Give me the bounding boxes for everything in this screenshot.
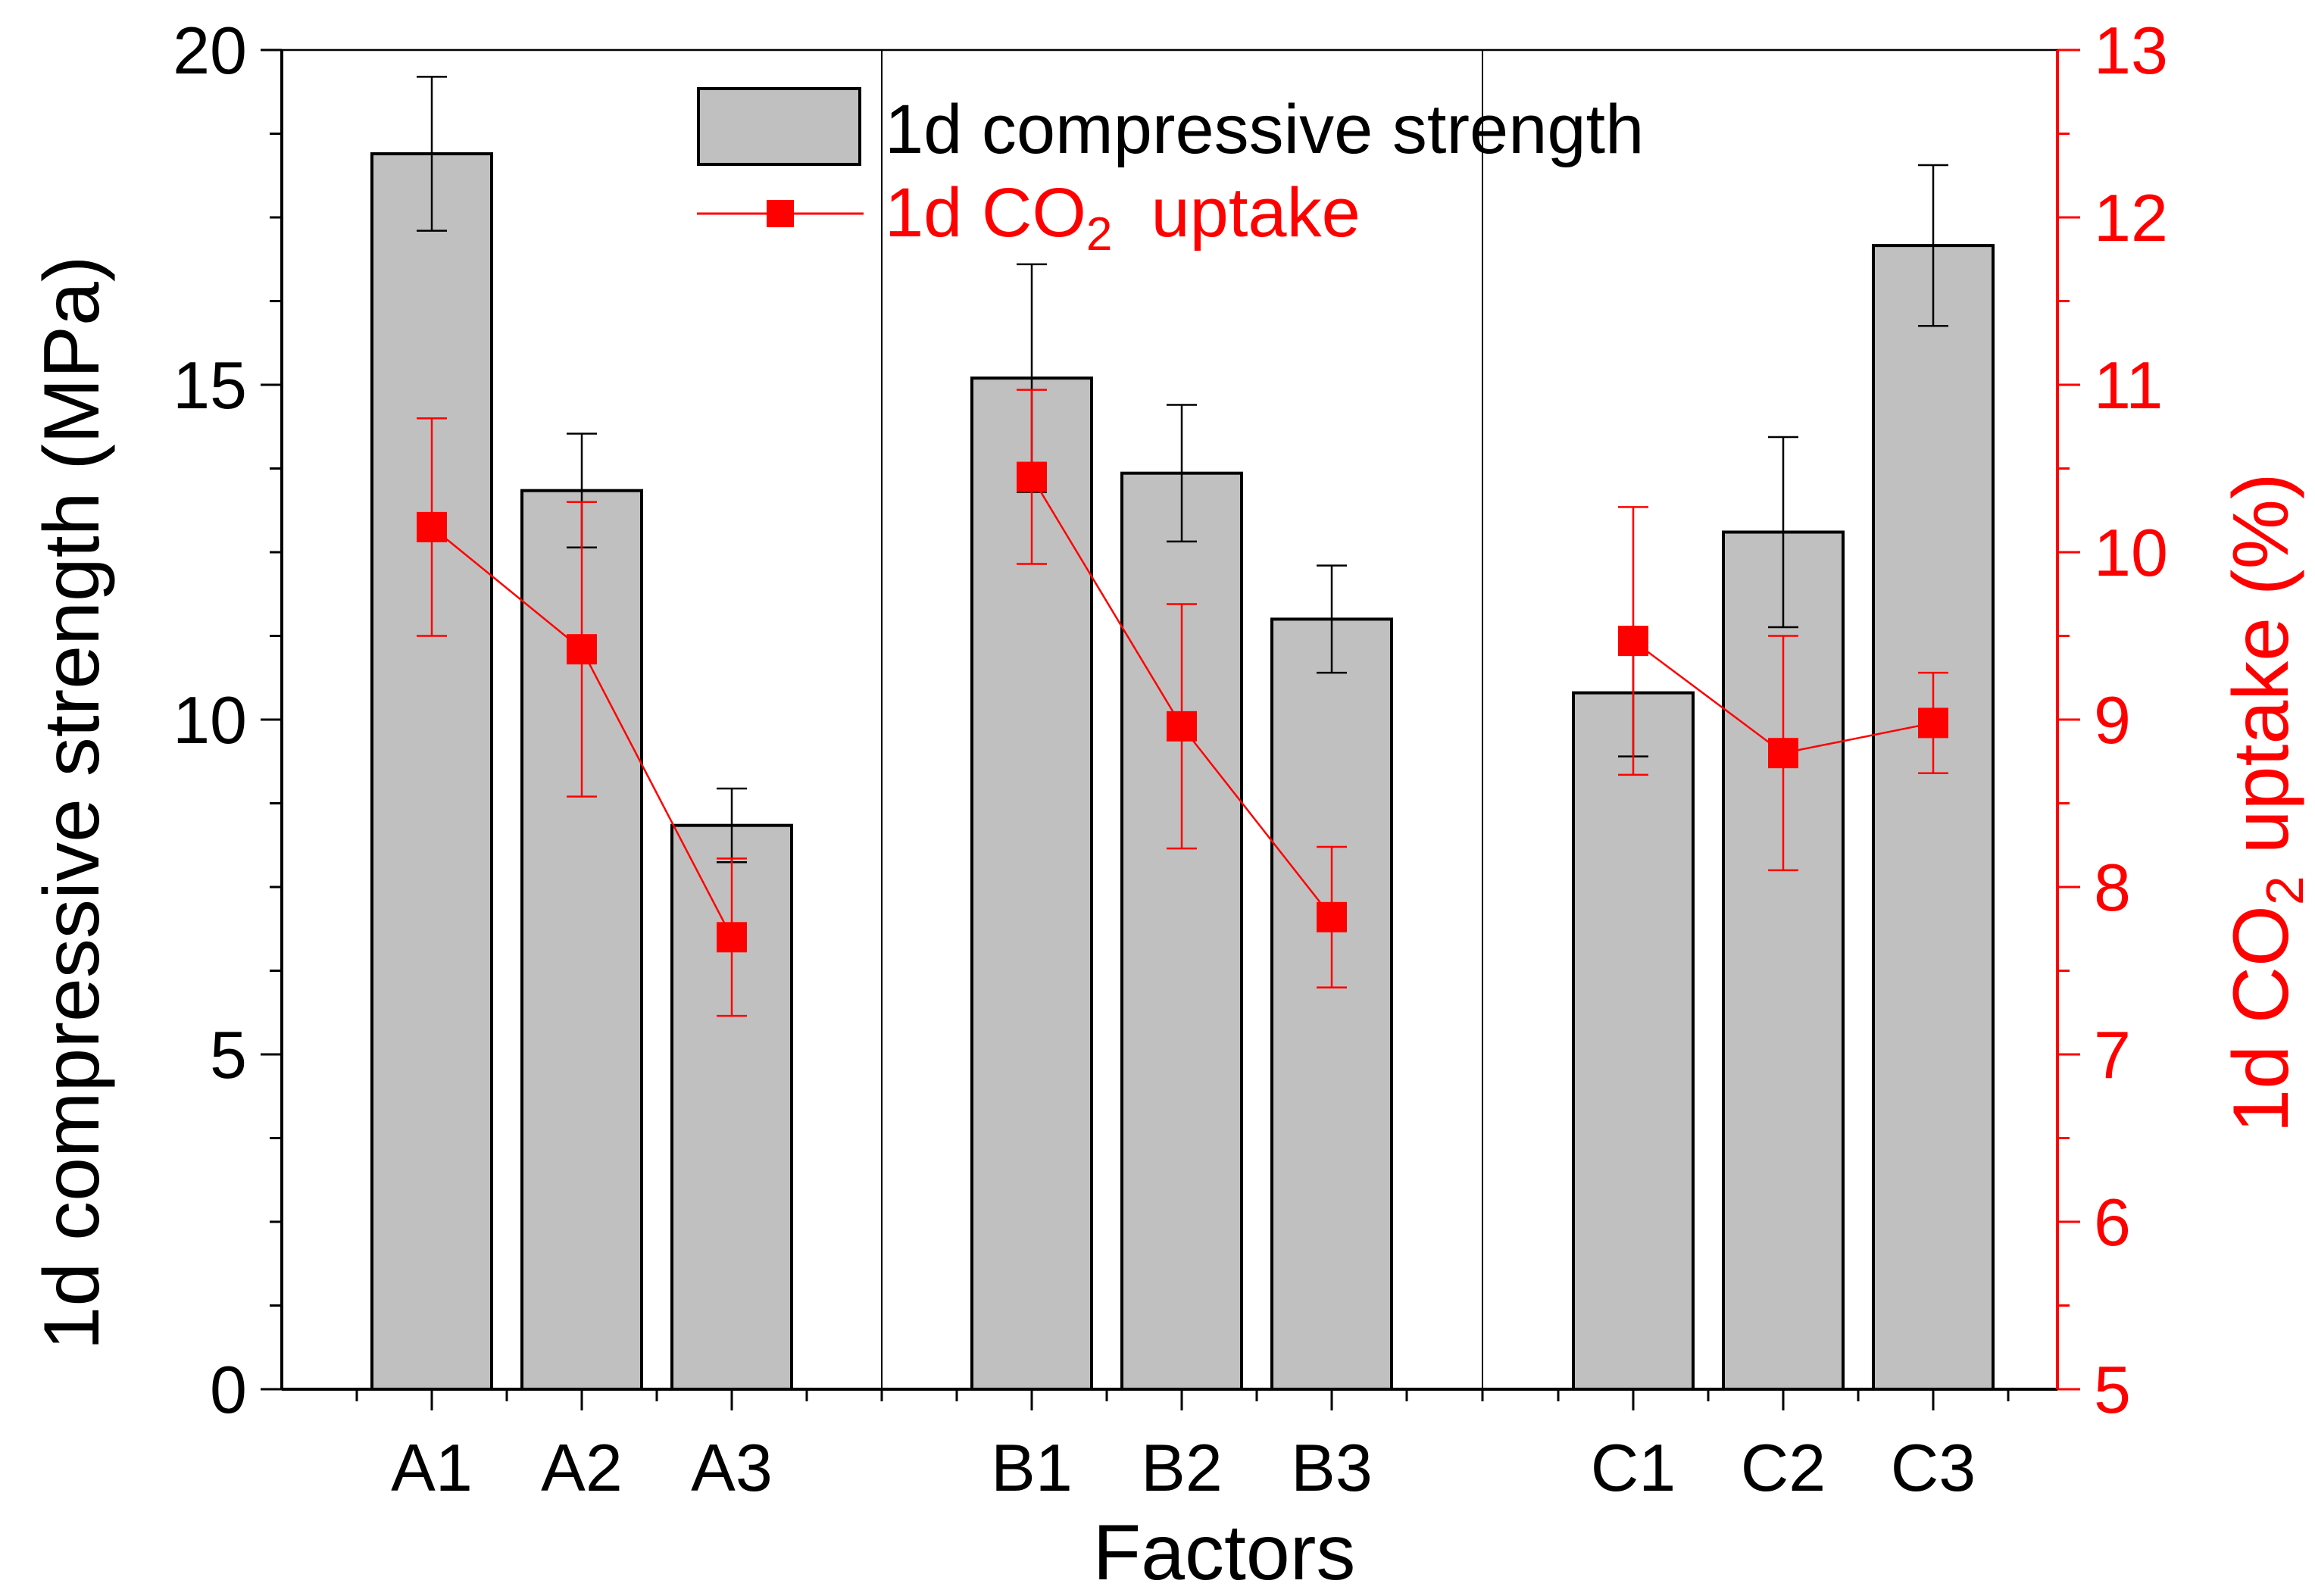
y-left-tick-label: 15 bbox=[173, 348, 247, 423]
uptake-marker-A3 bbox=[717, 922, 747, 953]
y-axis-left-title: 1d compressive strength (MPa) bbox=[28, 256, 116, 1351]
bar-error-A1 bbox=[417, 76, 447, 232]
uptake-marker-A2 bbox=[567, 634, 597, 665]
x-axis-title: Factors bbox=[1093, 1509, 1356, 1596]
y-left-tick-label: 0 bbox=[210, 1352, 247, 1427]
x-tick-label-B3: B3 bbox=[1291, 1430, 1373, 1505]
bar-error-B3 bbox=[1317, 564, 1347, 674]
x-tick-label-C2: C2 bbox=[1741, 1430, 1826, 1505]
x-tick-label-C3: C3 bbox=[1891, 1430, 1976, 1505]
y-axis-right-title: 1d CO2 uptake (%) bbox=[2217, 473, 2314, 1132]
legend-label-strength: 1d compressive strength bbox=[885, 91, 1644, 168]
y-right-tick-label: 9 bbox=[2094, 682, 2131, 757]
y-right-tick-label: 6 bbox=[2094, 1185, 2131, 1260]
x-tick-label-A1: A1 bbox=[391, 1430, 473, 1505]
bar-error-B2 bbox=[1167, 404, 1197, 543]
y-left-tick-label: 20 bbox=[173, 13, 247, 88]
uptake-marker-B3 bbox=[1317, 901, 1347, 932]
bar-C3 bbox=[1872, 244, 1995, 1391]
uptake-marker-B2 bbox=[1167, 711, 1197, 742]
legend-marker-swatch bbox=[767, 200, 794, 227]
uptake-marker-B1 bbox=[1017, 461, 1047, 492]
y-left-tick-label: 10 bbox=[173, 682, 247, 757]
bar-B3 bbox=[1270, 617, 1393, 1391]
uptake-marker-C1 bbox=[1618, 626, 1648, 657]
bar-A1 bbox=[370, 152, 493, 1391]
bar-C1 bbox=[1572, 691, 1695, 1391]
y-right-tick-label: 11 bbox=[2094, 348, 2163, 423]
legend-bar-swatch bbox=[697, 87, 861, 166]
y-right-tick-label: 8 bbox=[2094, 850, 2131, 925]
x-tick-label-C1: C1 bbox=[1591, 1430, 1676, 1505]
x-tick-label-A2: A2 bbox=[541, 1430, 623, 1505]
legend-label-uptake: 1d CO2 uptake bbox=[885, 174, 1361, 261]
x-tick-label-B2: B2 bbox=[1141, 1430, 1223, 1505]
y-right-tick-label: 5 bbox=[2094, 1352, 2131, 1427]
uptake-marker-A1 bbox=[417, 511, 447, 542]
y-right-tick-label: 13 bbox=[2094, 13, 2168, 88]
y-right-tick-label: 7 bbox=[2094, 1017, 2131, 1092]
y-left-tick-label: 5 bbox=[210, 1017, 247, 1092]
uptake-marker-C2 bbox=[1768, 738, 1798, 769]
y-right-tick-label: 12 bbox=[2094, 180, 2168, 255]
bar-error-C3 bbox=[1918, 164, 1948, 327]
x-tick-label-A3: A3 bbox=[691, 1430, 773, 1505]
uptake-marker-C3 bbox=[1918, 707, 1948, 739]
y-right-tick-label: 10 bbox=[2094, 515, 2168, 590]
bar-error-C2 bbox=[1768, 436, 1798, 629]
x-tick-label-B1: B1 bbox=[991, 1430, 1073, 1505]
